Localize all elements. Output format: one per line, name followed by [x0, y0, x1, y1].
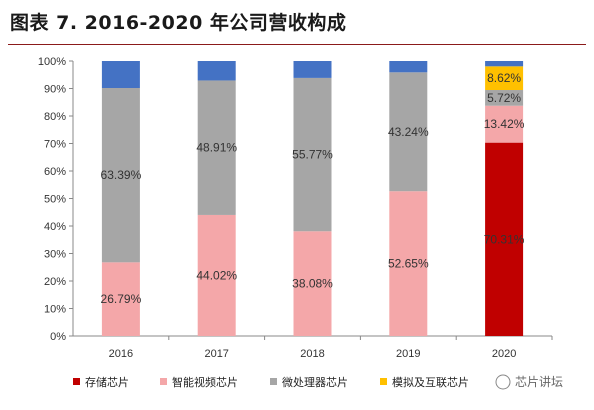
- bar-segment: [485, 105, 524, 143]
- y-tick-label: 90%: [44, 84, 66, 96]
- bar-segment: [485, 66, 524, 91]
- bar-segment: [197, 80, 236, 215]
- bar-segment: [389, 72, 428, 192]
- chart-title: 图表 7. 2016-2020 年公司营收构成: [10, 12, 347, 34]
- wechat-icon: [495, 374, 511, 390]
- data-label: 26.79%: [101, 292, 142, 306]
- y-tick-label: 0%: [50, 331, 66, 343]
- x-tick-label: 2020: [492, 348, 516, 360]
- data-label: 38.08%: [292, 277, 333, 291]
- bar-segment: [389, 61, 428, 73]
- data-label: 55.77%: [292, 148, 333, 162]
- bar-segment: [485, 142, 524, 336]
- bar-segment: [485, 90, 524, 106]
- data-label: 63.39%: [101, 168, 142, 182]
- y-tick-label: 40%: [44, 221, 66, 233]
- bar-segment: [293, 77, 332, 232]
- bar-segment: [101, 262, 140, 336]
- bar-segment: [389, 191, 428, 336]
- y-tick-label: 80%: [44, 111, 66, 123]
- y-tick-label: 50%: [44, 194, 66, 206]
- y-tick-label: 30%: [44, 249, 66, 261]
- bar-segment: [293, 61, 332, 78]
- bar-segment: [293, 231, 332, 336]
- title-underline: [8, 44, 586, 45]
- data-label: 52.65%: [388, 257, 429, 271]
- x-tick-label: 2016: [109, 348, 133, 360]
- legend-label: 存储芯片: [85, 375, 129, 389]
- data-label: 43.24%: [388, 125, 429, 139]
- legend-swatch: [73, 378, 80, 385]
- y-tick-label: 100%: [38, 56, 66, 68]
- data-label: 70.31%: [484, 232, 525, 246]
- x-tick-label: 2018: [300, 348, 324, 360]
- y-tick-label: 70%: [44, 139, 66, 151]
- legend-label: 微处理器芯片: [282, 375, 348, 389]
- bar-segment: [485, 61, 524, 67]
- data-label: 8.62%: [487, 71, 521, 85]
- data-label: 5.72%: [487, 91, 521, 105]
- x-tick-label: 2019: [396, 348, 420, 360]
- legend-swatch: [270, 378, 277, 385]
- data-label: 44.02%: [196, 268, 237, 282]
- bar-segment: [101, 61, 140, 89]
- bar-segment: [101, 88, 140, 263]
- legend-swatch: [160, 378, 167, 385]
- data-label: 48.91%: [196, 141, 237, 155]
- y-tick-label: 20%: [44, 276, 66, 288]
- y-tick-label: 10%: [44, 304, 66, 316]
- watermark-text: 芯片讲坛: [515, 374, 563, 389]
- bar-segment: [197, 214, 236, 336]
- legend-swatch: [380, 378, 387, 385]
- legend-label: 模拟及互联芯片: [392, 375, 469, 389]
- y-tick-label: 60%: [44, 166, 66, 178]
- data-label: 13.42%: [484, 117, 525, 131]
- x-tick-label: 2017: [204, 348, 228, 360]
- legend-label: 智能视频芯片: [172, 375, 238, 389]
- bar-segment: [197, 61, 236, 81]
